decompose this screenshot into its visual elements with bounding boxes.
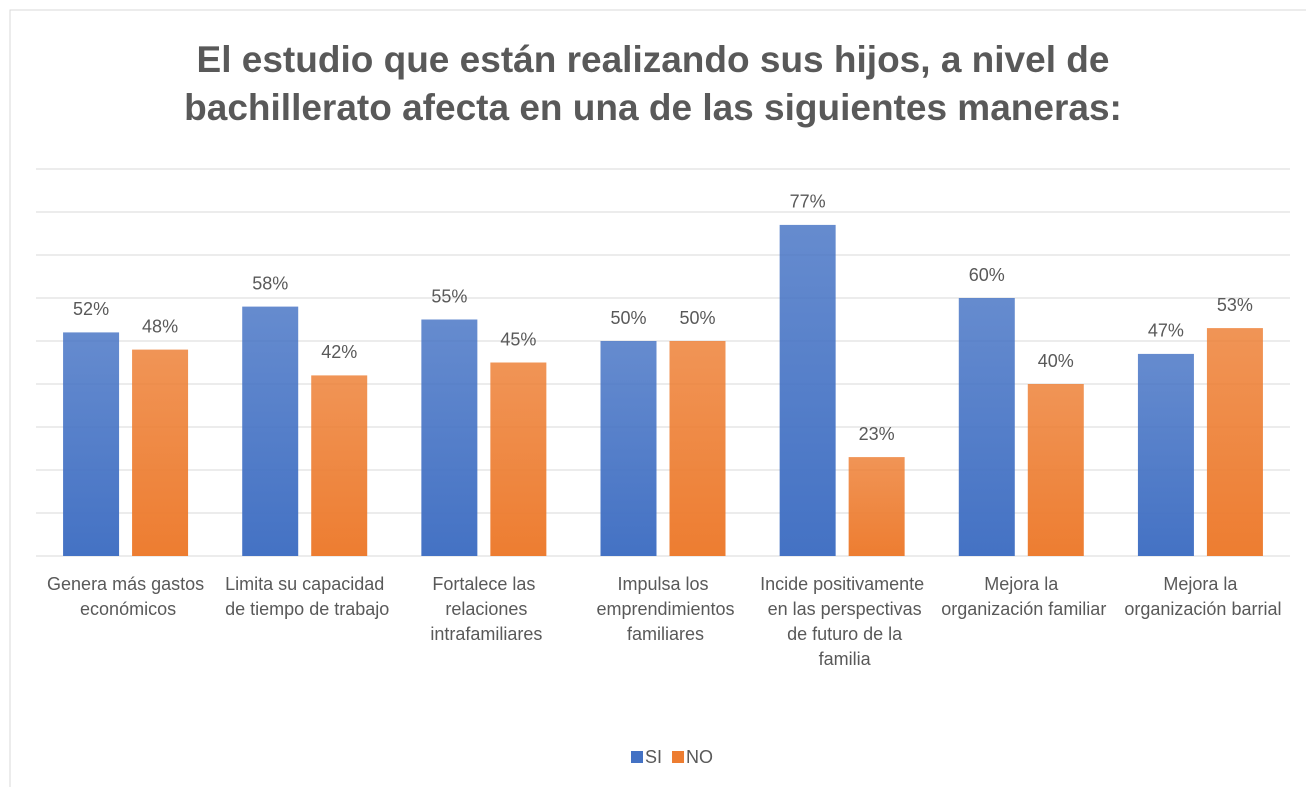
bar [1206, 328, 1263, 556]
legend-label: SI [645, 747, 662, 767]
bar [421, 319, 478, 556]
x-tick-label: Incide positivamente en las perspectivas… [760, 574, 924, 669]
x-tick-label: Mejora la organización barrial [1119, 574, 1281, 619]
x-tick-label: Fortalece las relaciones intrafamiliares [425, 574, 542, 644]
value-label: 77% [790, 192, 826, 212]
value-label: 53% [1217, 295, 1253, 315]
x-tick-label: Impulsa los emprendimientos familiares [591, 574, 734, 644]
value-label: 60% [969, 265, 1005, 285]
bar [242, 306, 299, 556]
bar [958, 298, 1015, 556]
bar [63, 332, 120, 556]
value-label: 50% [610, 308, 646, 328]
legend-swatch [631, 751, 643, 763]
bar [311, 375, 368, 556]
bar [600, 341, 657, 556]
value-label: 48% [142, 316, 178, 336]
chart-title: El estudio que están realizando sus hijo… [184, 39, 1122, 128]
legend-label: NO [686, 747, 713, 767]
value-label: 58% [252, 273, 288, 293]
x-tick-label: Genera más gastos económicos [47, 574, 204, 619]
value-label: 55% [431, 286, 467, 306]
value-label: 23% [859, 424, 895, 444]
bar [1137, 353, 1194, 556]
legend-swatch [672, 751, 685, 763]
value-label: 50% [679, 308, 715, 328]
chart-frame [9, 9, 1306, 787]
bar [1027, 384, 1084, 556]
value-label: 52% [73, 299, 109, 319]
bar [848, 457, 905, 556]
bar [132, 349, 189, 556]
value-label: 40% [1038, 351, 1074, 371]
value-label: 47% [1148, 321, 1184, 341]
x-tick-label: Limita su capacidad de tiempo de trabajo [220, 574, 389, 619]
value-label: 45% [500, 329, 536, 349]
x-tick-label: Mejora la organización familiar [936, 574, 1106, 619]
bar [490, 362, 547, 556]
value-label: 42% [321, 342, 357, 362]
bar [779, 224, 836, 556]
bar [669, 341, 726, 556]
